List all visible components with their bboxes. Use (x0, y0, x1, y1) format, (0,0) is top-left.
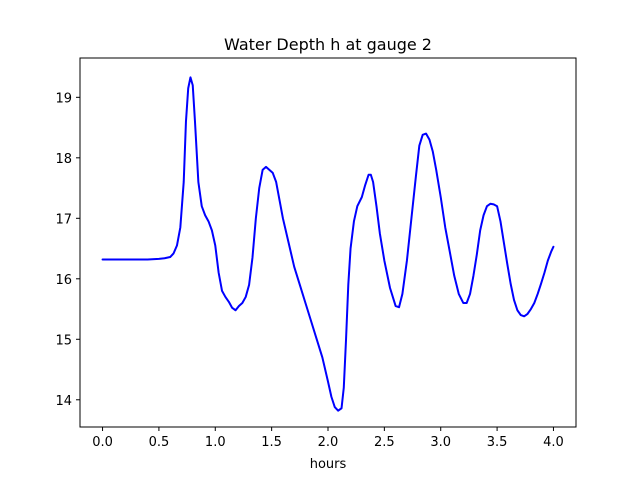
y-tick-label: 14 (55, 394, 72, 409)
x-tick-label: 2.5 (374, 435, 395, 450)
y-tick-label: 19 (55, 91, 72, 106)
chart-title: Water Depth h at gauge 2 (224, 35, 432, 54)
x-tick-label: 2.0 (318, 435, 339, 450)
x-tick-label: 0.0 (92, 435, 113, 450)
x-tick-label: 0.5 (149, 435, 170, 450)
x-tick-label: 1.5 (261, 435, 282, 450)
x-axis-label: hours (310, 457, 347, 472)
x-tick-label: 1.0 (205, 435, 226, 450)
x-tick-label: 4.0 (543, 435, 564, 450)
plot-area (101, 76, 555, 412)
y-tick-label: 17 (55, 212, 72, 227)
axes-frame (79, 57, 577, 428)
series-line-water-depth (101, 76, 555, 412)
x-tick-label: 3.5 (487, 435, 508, 450)
x-axis: 0.0 0.5 1.0 1.5 2.0 2.5 3.0 3.5 4.0 (92, 427, 564, 450)
y-tick-label: 18 (55, 152, 72, 167)
x-tick-label: 3.0 (430, 435, 451, 450)
y-tick-label: 15 (55, 333, 72, 348)
y-axis: 14 15 16 17 18 19 (55, 91, 80, 409)
y-tick-label: 16 (55, 273, 72, 288)
